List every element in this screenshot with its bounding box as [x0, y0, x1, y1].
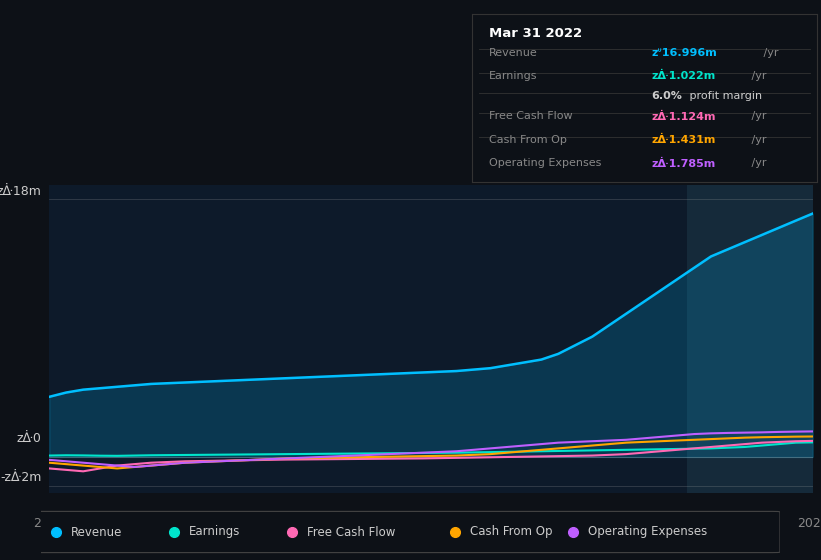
Text: -zᐑ2m: -zᐑ2m	[0, 472, 42, 484]
Text: 2019: 2019	[415, 517, 447, 530]
Text: /yr: /yr	[748, 111, 767, 122]
Text: Operating Expenses: Operating Expenses	[489, 158, 602, 169]
Text: zᐑ1.124m: zᐑ1.124m	[651, 111, 716, 122]
Text: Free Cash Flow: Free Cash Flow	[307, 525, 396, 539]
Text: Earnings: Earnings	[189, 525, 241, 539]
Text: Free Cash Flow: Free Cash Flow	[489, 111, 573, 122]
Text: /yr: /yr	[748, 135, 767, 145]
Text: 2020: 2020	[543, 517, 574, 530]
Text: /yr: /yr	[760, 48, 778, 58]
Text: zᐑ1.022m: zᐑ1.022m	[651, 71, 716, 81]
Text: Cash From Op: Cash From Op	[489, 135, 567, 145]
Text: zᐑ18m: zᐑ18m	[0, 185, 42, 198]
Text: 2018: 2018	[288, 517, 319, 530]
Text: Revenue: Revenue	[71, 525, 122, 539]
Text: zᐑ0: zᐑ0	[16, 432, 42, 445]
Text: 2022: 2022	[797, 517, 821, 530]
Text: Earnings: Earnings	[489, 71, 538, 81]
Text: /yr: /yr	[748, 158, 767, 169]
Text: 6.0%: 6.0%	[651, 91, 682, 101]
Text: zᐑ1.431m: zᐑ1.431m	[651, 135, 716, 145]
Text: 2017: 2017	[161, 517, 192, 530]
Text: Operating Expenses: Operating Expenses	[588, 525, 707, 539]
Text: zᐑ1.785m: zᐑ1.785m	[651, 158, 716, 169]
Text: Revenue: Revenue	[489, 48, 538, 58]
Text: Mar 31 2022: Mar 31 2022	[489, 27, 582, 40]
Text: profit margin: profit margin	[686, 91, 762, 101]
Text: Cash From Op: Cash From Op	[470, 525, 552, 539]
Text: 2016: 2016	[34, 517, 65, 530]
Text: zᐡ16.996m: zᐡ16.996m	[651, 48, 717, 58]
Bar	[687, 185, 813, 493]
Text: 2021: 2021	[670, 517, 701, 530]
Text: /yr: /yr	[748, 71, 767, 81]
